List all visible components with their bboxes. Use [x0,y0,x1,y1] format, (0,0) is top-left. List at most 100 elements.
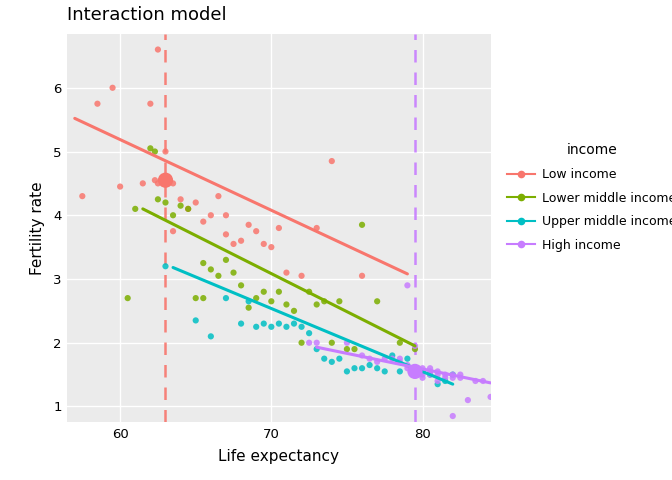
Point [236,320,247,327]
Point [417,374,428,382]
Point [190,317,201,324]
Point [311,339,322,347]
Point [439,377,450,385]
Point [145,100,156,108]
Point [432,380,443,388]
Point [220,294,231,302]
Point [281,269,292,276]
Point [364,355,375,362]
Point [439,374,450,382]
Point [281,300,292,308]
Point [372,358,382,366]
Point [410,345,421,353]
Point [198,218,208,226]
Point [327,358,337,366]
Point [153,46,163,53]
Point [160,263,171,270]
Point [92,100,103,108]
Point [448,412,458,420]
Point [402,364,413,372]
Point [470,377,481,385]
Point [138,180,149,187]
Point [251,294,261,302]
Point [160,199,171,206]
Point [206,333,216,340]
Point [168,228,179,235]
Text: Interaction model: Interaction model [67,6,227,24]
Point [455,374,466,382]
Point [190,199,201,206]
X-axis label: Life expectancy: Life expectancy [218,449,339,464]
Point [213,272,224,280]
Point [357,272,368,280]
Point [213,192,224,200]
Point [289,307,300,315]
Point [402,361,413,369]
Point [341,345,352,353]
Point [220,256,231,264]
Point [425,371,435,378]
Point [341,368,352,375]
Point [349,345,360,353]
Point [455,371,466,378]
Point [425,371,435,378]
Point [220,230,231,238]
Point [357,352,368,360]
Point [432,377,443,385]
Point [432,368,443,375]
Point [304,288,314,296]
Point [327,339,337,347]
Point [183,205,194,213]
Point [258,288,269,296]
Point [175,202,186,210]
Point [266,323,277,331]
Point [149,148,160,156]
Point [402,355,413,362]
Point [485,393,496,401]
Point [149,176,160,184]
Point [251,228,261,235]
Point [281,323,292,331]
Point [296,339,307,347]
Point [364,361,375,369]
Point [327,157,337,165]
Point [410,342,421,350]
Point [394,368,405,375]
Point [417,364,428,372]
Point [183,205,194,213]
Point [130,205,140,213]
Point [334,298,345,305]
Point [304,339,314,347]
Point [122,294,133,302]
Point [402,282,413,289]
Point [243,221,254,228]
Point [236,282,247,289]
Point [439,371,450,378]
Point [258,240,269,248]
Point [160,148,171,156]
Point [311,300,322,308]
Point [243,298,254,305]
Point [228,269,239,276]
Point [311,224,322,232]
Point [417,368,428,375]
Point [500,399,511,407]
Point [206,211,216,219]
Point [168,180,179,187]
Point [319,355,329,362]
Point [274,224,284,232]
Point [251,323,261,331]
Y-axis label: Fertility rate: Fertility rate [30,181,45,275]
Point [108,84,118,92]
Point [341,339,352,347]
Point [379,355,390,362]
Point [274,320,284,327]
Point [175,195,186,203]
Point [410,368,421,375]
Point [296,272,307,280]
Point [258,320,269,327]
Point [425,368,435,375]
Point [425,364,435,372]
Point [190,294,201,302]
Point [160,176,171,184]
